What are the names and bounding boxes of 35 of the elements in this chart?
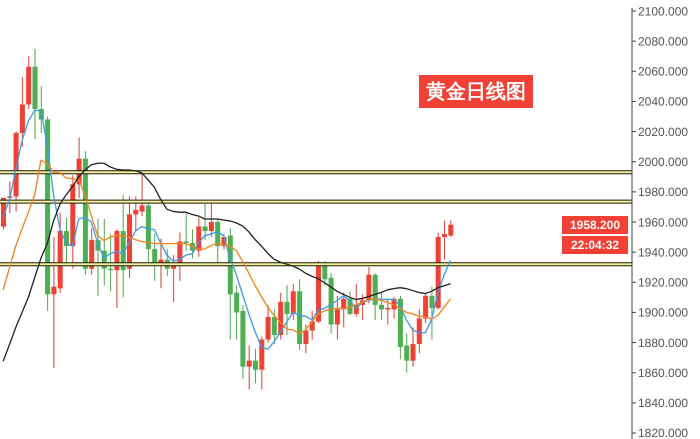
candlestick (266, 304, 271, 344)
y-tick-label: 1960.000 (638, 215, 688, 230)
y-tick-label: 1880.000 (638, 336, 688, 350)
text: 1958.200 (562, 216, 628, 234)
y-tick-label: 2000.000 (638, 154, 688, 169)
y-tick-label: 1980.000 (638, 185, 688, 200)
line-series (2, 162, 452, 362)
y-tick-label: 2020.000 (638, 124, 688, 139)
candlestick (303, 324, 308, 354)
line-series (2, 110, 452, 350)
y-tick-label: 2060.000 (638, 64, 688, 79)
candlestick (423, 294, 428, 324)
y-tick-label: 2100.000 (638, 4, 688, 18)
y-tick-label: 1900.000 (638, 306, 688, 320)
candlestick (202, 203, 208, 241)
candlestick (290, 283, 296, 320)
candlestick (253, 348, 258, 384)
y-tick-label: 1840.000 (638, 396, 688, 410)
y-tick-label: 1860.000 (638, 366, 688, 380)
candlestick (184, 212, 189, 252)
candlestick (429, 286, 434, 340)
y-tick-label: 1820.000 (638, 426, 688, 439)
candlestick (246, 345, 252, 390)
candlestick (108, 234, 114, 292)
candlestick (334, 295, 340, 340)
text: 22:04:32 (562, 236, 628, 254)
y-tick-label: 2080.000 (638, 34, 688, 48)
y-tick-label: 2040.000 (638, 94, 688, 109)
candlestick (379, 290, 384, 320)
candlestick (410, 326, 416, 368)
candlestick (272, 308, 277, 345)
y-tick-label: 1920.000 (638, 276, 688, 290)
y-tick-label: 1940.000 (638, 245, 688, 260)
text: 黄金日线图 (418, 74, 534, 109)
candlestick (284, 284, 290, 336)
